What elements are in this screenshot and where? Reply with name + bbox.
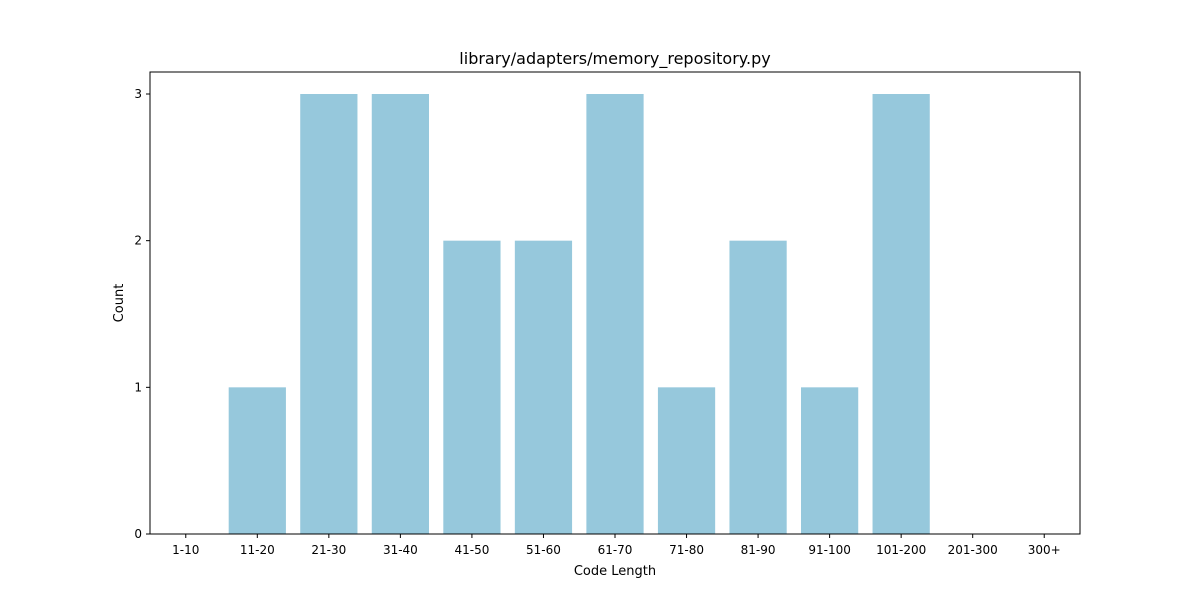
bar-41-50	[443, 240, 501, 534]
bar-31-40	[371, 94, 429, 534]
x-tick-label: 31-40	[383, 543, 418, 557]
x-tick-label: 61-70	[598, 543, 633, 557]
x-tick-label: 101-200	[876, 543, 926, 557]
y-axis-ticks: 0 1 2 3	[134, 87, 150, 541]
x-tick-label: 21-30	[311, 543, 346, 557]
x-tick-label: 300+	[1028, 543, 1061, 557]
y-tick-label: 0	[134, 527, 142, 541]
bars-group	[228, 94, 930, 534]
x-tick-label: 41-50	[454, 543, 489, 557]
x-tick-label: 1-10	[172, 543, 199, 557]
chart-title: library/adapters/memory_repository.py	[459, 49, 770, 69]
y-tick-label: 3	[134, 87, 142, 101]
x-axis-label: Code Length	[574, 564, 656, 579]
bar-101-200	[872, 94, 930, 534]
x-tick-label: 81-90	[741, 543, 776, 557]
x-axis-ticks: 1-10 11-20 21-30 31-40 41-50 51-60 61-70 71-80 8…	[172, 534, 1061, 557]
bar-81-90	[729, 240, 787, 534]
x-tick-label: 71-80	[669, 543, 704, 557]
x-tick-label: 201-300	[948, 543, 998, 557]
x-tick-label: 91-100	[808, 543, 851, 557]
x-tick-label: 11-20	[240, 543, 275, 557]
y-axis-label: Count	[112, 284, 127, 323]
bar-51-60	[514, 240, 573, 534]
bar-91-100	[801, 387, 859, 534]
y-tick-label: 1	[134, 380, 142, 394]
bar-61-70	[586, 94, 644, 534]
y-tick-label: 2	[134, 234, 142, 248]
x-tick-label: 51-60	[526, 543, 561, 557]
bar-71-80	[657, 387, 716, 534]
bar-11-20	[228, 387, 286, 534]
bar-21-30	[300, 94, 358, 534]
